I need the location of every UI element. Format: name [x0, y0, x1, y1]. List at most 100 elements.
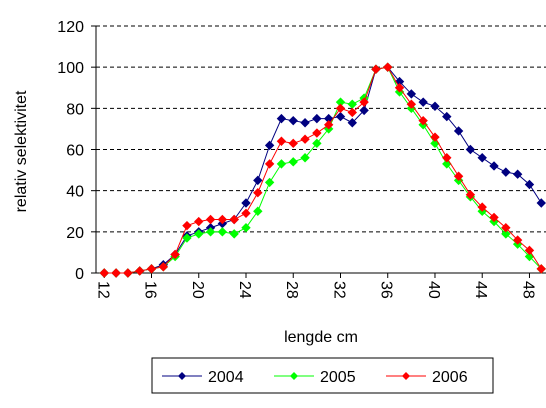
y-tick-label: 60 [66, 143, 84, 160]
y-tick-label: 120 [57, 19, 84, 36]
point [182, 233, 192, 243]
point [300, 153, 310, 163]
point [288, 115, 298, 126]
x-tick-label: 24 [236, 281, 253, 299]
point [253, 206, 263, 216]
point [264, 159, 275, 169]
point [489, 212, 499, 223]
point [217, 227, 228, 237]
y-tick-label: 0 [75, 266, 84, 283]
point [264, 177, 275, 188]
point [312, 113, 322, 124]
point [465, 144, 476, 155]
point [536, 198, 546, 208]
y-tick-label: 40 [66, 184, 84, 201]
point [406, 99, 417, 109]
point [453, 126, 464, 136]
point [194, 216, 204, 227]
legend-box [151, 357, 494, 394]
series-line [104, 66, 542, 274]
point [205, 227, 216, 237]
y-tick-label: 100 [57, 60, 84, 77]
point [442, 153, 452, 163]
y-tick-label: 80 [66, 101, 84, 118]
point [253, 188, 263, 198]
point [512, 235, 523, 245]
point [394, 83, 405, 93]
y-axis-label: relativ selektivitet [13, 90, 30, 212]
point [276, 136, 287, 146]
point [335, 111, 346, 122]
point [383, 62, 393, 72]
point [241, 208, 251, 219]
legend-label: 2004 [208, 369, 244, 386]
x-tick-label: 16 [142, 281, 159, 299]
legend-marker [178, 372, 186, 380]
x-tick-label: 32 [330, 281, 347, 299]
point [501, 167, 511, 177]
point [406, 89, 417, 99]
point [501, 229, 511, 239]
point [465, 190, 476, 200]
point [359, 105, 369, 116]
point [442, 111, 452, 122]
point [300, 118, 310, 128]
point [359, 97, 369, 107]
x-tick-label: 12 [94, 281, 111, 299]
series-line [104, 66, 542, 274]
point [182, 220, 192, 231]
point [430, 132, 440, 142]
point [371, 64, 381, 74]
point [453, 171, 464, 181]
x-axis-label: lengde cm [284, 329, 358, 346]
point [241, 198, 251, 208]
x-tick-label: 44 [472, 281, 489, 299]
legend-label: 2006 [432, 369, 468, 386]
point [194, 229, 204, 239]
point [524, 179, 535, 190]
point [347, 107, 358, 118]
legend-marker [290, 372, 298, 380]
point [477, 153, 487, 163]
point [430, 101, 440, 111]
point [241, 223, 251, 233]
point [217, 214, 228, 225]
point [276, 113, 287, 124]
point [134, 266, 145, 276]
point [312, 138, 322, 149]
x-tick-label: 40 [425, 281, 442, 299]
point [489, 161, 499, 171]
point [347, 118, 358, 128]
point [229, 214, 239, 225]
point [335, 103, 346, 114]
point [347, 99, 358, 109]
point [111, 268, 121, 278]
point [288, 138, 298, 149]
point [536, 264, 546, 274]
legend-marker [402, 372, 410, 380]
point [501, 223, 511, 233]
point [99, 268, 109, 278]
legend-label: 2005 [320, 369, 356, 386]
point [477, 202, 487, 212]
x-tick-label: 48 [519, 281, 536, 299]
x-tick-label: 20 [189, 281, 206, 299]
point [170, 249, 180, 260]
point [229, 229, 239, 239]
point [312, 128, 322, 138]
point [288, 157, 298, 167]
y-tick-label: 20 [66, 225, 84, 242]
point [418, 97, 428, 107]
point [146, 264, 157, 274]
point [512, 169, 523, 179]
x-tick-label: 28 [283, 281, 300, 299]
point [158, 262, 169, 272]
point [300, 134, 310, 144]
point [323, 120, 334, 130]
point [264, 140, 275, 151]
point [123, 268, 133, 278]
point [253, 175, 263, 186]
x-tick-label: 36 [378, 281, 395, 299]
point [205, 214, 216, 225]
